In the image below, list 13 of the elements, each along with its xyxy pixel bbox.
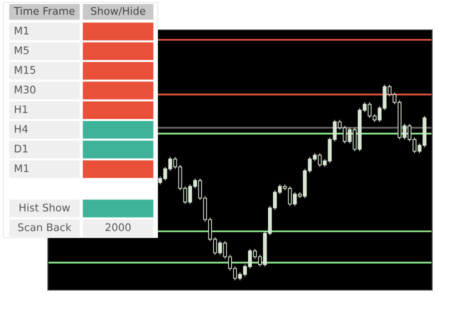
category-label: M15 [14,66,36,74]
category-label: M1 [14,164,29,172]
category-label: H4 [14,125,28,133]
category-label: M5 [14,46,29,54]
category-label: Scan Back [18,223,72,232]
category-label: M1 [14,26,29,34]
text: Show/Hide [91,6,146,16]
category-label: D1 [14,144,28,152]
text: Time Frame [14,6,75,15]
category-label: Hist Show [20,203,70,212]
text: 2000 [106,223,131,232]
category-label: M30 [14,86,36,94]
category-label: H1 [14,105,28,114]
